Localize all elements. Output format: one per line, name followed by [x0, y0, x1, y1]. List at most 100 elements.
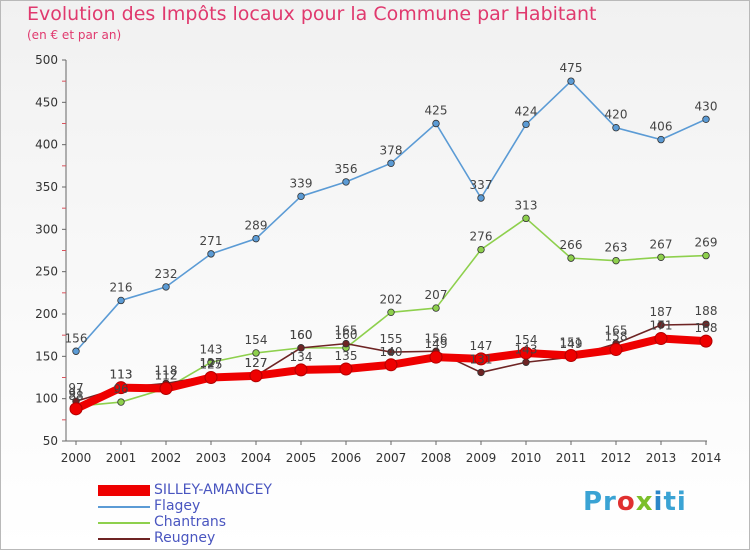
legend-swatch-reugney	[98, 538, 150, 540]
data-label-reugney: 165	[605, 324, 628, 338]
data-label-silley-amancey: 135	[335, 349, 358, 363]
data-label-reugney: 118	[155, 363, 178, 377]
y-tick-label: 350	[35, 180, 58, 194]
data-point-flagey	[117, 296, 125, 305]
data-point-flagey	[72, 347, 80, 355]
data-label-flagey: 337	[470, 178, 493, 192]
data-label-silley-amancey: 147	[470, 339, 493, 353]
data-label-chantrans: 263	[605, 241, 628, 255]
data-point-silley-amancey	[114, 381, 128, 395]
x-tick-label: 2001	[106, 451, 137, 465]
data-label-chantrans: 266	[560, 238, 583, 252]
chart-title: Evolution des Impôts locaux pour la Comm…	[27, 3, 597, 25]
y-tick-label: 500	[35, 53, 58, 67]
data-point-silley-amancey	[384, 358, 398, 372]
data-point-silley-amancey	[204, 371, 218, 384]
data-label-flagey: 216	[110, 280, 133, 294]
x-tick-label: 2011	[556, 451, 587, 465]
data-point-silley-amancey	[249, 369, 263, 383]
data-point-chantrans	[702, 251, 710, 260]
y-tick-label: 450	[35, 95, 58, 109]
y-tick-label: 250	[35, 265, 58, 279]
y-tick-label: 400	[35, 138, 58, 152]
data-label-reugney: 156	[425, 331, 448, 345]
data-label-reugney: 131	[470, 352, 493, 366]
data-label-reugney: 113	[110, 368, 133, 382]
data-label-chantrans: 143	[200, 342, 223, 356]
data-label-silley-amancey: 149	[425, 337, 448, 351]
data-point-flagey	[387, 159, 395, 167]
data-label-chantrans: 202	[380, 292, 403, 306]
x-tick-label: 2005	[286, 451, 317, 465]
data-point-flagey	[432, 119, 440, 128]
x-tick-label: 2008	[421, 451, 452, 465]
data-point-chantrans	[657, 253, 665, 261]
data-label-silley-amancey: 127	[245, 356, 268, 370]
data-point-flagey	[297, 192, 305, 201]
data-label-flagey: 356	[335, 162, 358, 176]
x-tick-label: 2010	[511, 451, 542, 465]
data-label-chantrans: 160	[335, 328, 358, 342]
legend-label-silley-amancey: SILLEY-AMANCEY	[154, 482, 272, 498]
data-label-silley-amancey: 171	[650, 319, 673, 333]
data-label-silley-amancey: 125	[200, 358, 223, 372]
data-point-silley-amancey	[339, 362, 353, 376]
x-tick-label: 2003	[196, 451, 227, 465]
data-label-chantrans: 91	[68, 386, 83, 400]
data-point-flagey	[477, 194, 485, 202]
data-point-chantrans	[567, 254, 575, 262]
legend-swatch-chantrans	[98, 522, 150, 524]
data-label-silley-amancey: 88	[68, 389, 83, 403]
data-point-chantrans	[477, 245, 485, 254]
data-label-chantrans: 112	[155, 369, 178, 383]
proxiti-logo: Proxiti	[583, 487, 687, 517]
data-point-chantrans	[432, 304, 440, 312]
data-label-flagey: 475	[560, 61, 583, 75]
data-label-chantrans: 269	[695, 236, 718, 250]
data-label-silley-amancey: 154	[515, 333, 538, 347]
data-label-chantrans: 154	[245, 333, 268, 347]
data-point-silley-amancey	[294, 363, 308, 377]
data-label-flagey: 271	[200, 234, 223, 248]
data-label-flagey: 378	[380, 143, 403, 157]
x-tick-label: 2004	[241, 451, 272, 465]
data-point-reugney	[387, 348, 395, 356]
data-point-silley-amancey	[474, 352, 488, 366]
data-label-chantrans: 160	[290, 328, 313, 342]
data-point-reugney	[342, 339, 350, 348]
data-point-silley-amancey	[519, 346, 533, 360]
data-label-reugney: 165	[335, 324, 358, 338]
data-label-flagey: 424	[515, 104, 538, 118]
data-label-silley-amancey: 140	[380, 345, 403, 359]
data-label-reugney: 127	[245, 356, 268, 370]
data-point-silley-amancey	[69, 402, 83, 416]
data-label-flagey: 420	[605, 108, 628, 122]
data-point-chantrans	[117, 398, 125, 406]
data-point-chantrans	[612, 256, 620, 265]
legend-swatch-flagey	[98, 506, 150, 508]
data-label-chantrans: 313	[515, 198, 538, 212]
y-tick-label: 200	[35, 307, 58, 321]
data-point-flagey	[252, 234, 260, 243]
data-point-flagey	[702, 115, 710, 123]
data-point-reugney	[522, 358, 530, 366]
data-label-chantrans: 96	[113, 382, 128, 396]
data-label-reugney: 127	[200, 356, 223, 370]
x-tick-label: 2000	[61, 451, 92, 465]
data-point-silley-amancey	[429, 350, 443, 364]
data-point-flagey	[522, 120, 530, 129]
data-label-reugney: 187	[650, 305, 673, 319]
data-label-flagey: 425	[425, 104, 448, 118]
x-tick-label: 2014	[691, 451, 722, 465]
data-point-flagey	[567, 77, 575, 85]
data-point-flagey	[657, 135, 665, 144]
x-tick-label: 2012	[601, 451, 632, 465]
x-tick-label: 2006	[331, 451, 362, 465]
data-point-reugney	[297, 344, 305, 352]
data-point-chantrans	[207, 358, 215, 366]
data-label-silley-amancey: 113	[110, 368, 133, 382]
x-tick-label: 2007	[376, 451, 407, 465]
data-point-silley-amancey	[564, 348, 578, 362]
data-label-chantrans: 276	[470, 230, 493, 244]
